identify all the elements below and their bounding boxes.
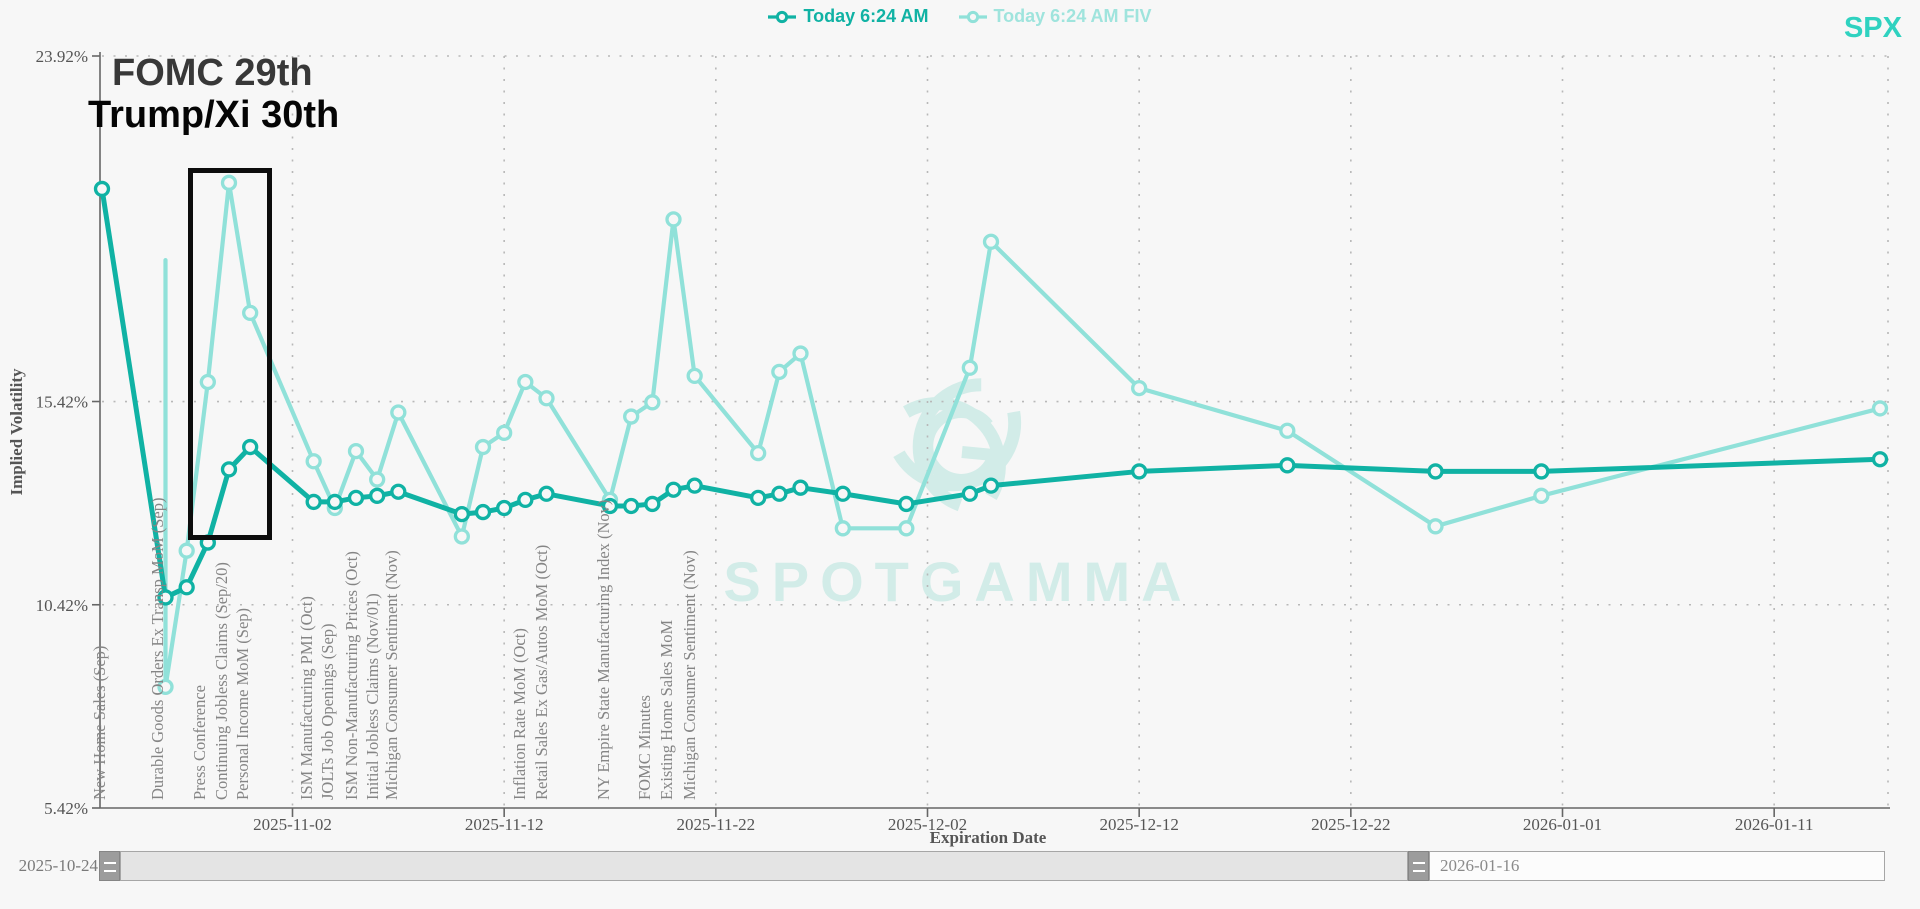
- svg-text:Existing Home Sales MoM: Existing Home Sales MoM: [657, 620, 676, 800]
- svg-text:Press Conference: Press Conference: [190, 685, 209, 800]
- date-range-slider: 2025-10-24 2026-01-16: [0, 851, 1920, 881]
- svg-text:2025-11-02: 2025-11-02: [253, 815, 332, 834]
- chart-legend: Today 6:24 AM Today 6:24 AM FIV: [0, 6, 1920, 27]
- spotgamma-watermark: SPOTGAMMA: [723, 378, 1192, 613]
- svg-text:10.42%: 10.42%: [36, 596, 88, 615]
- annotation-line1: FOMC 29th: [112, 52, 313, 94]
- legend-item-today[interactable]: Today 6:24 AM: [768, 6, 929, 27]
- svg-text:Durable Goods Orders Ex Transp: Durable Goods Orders Ex Transp MoM (Sep): [148, 498, 167, 800]
- event-labels: New Home Sales (Sep) Durable Goods Orders…: [90, 498, 699, 800]
- axes: 23.92% 15.42% 10.42% 5.42% 2025-11-02 2025-11…: [36, 47, 1890, 834]
- legend-line-marker-icon: [768, 10, 797, 23]
- svg-text:23.92%: 23.92%: [36, 47, 88, 66]
- svg-text:2025-11-12: 2025-11-12: [465, 815, 544, 834]
- annotation-line2: Trump/Xi 30th: [88, 94, 340, 136]
- slider-left-handle[interactable]: [99, 851, 120, 881]
- svg-text:Continuing Jobless Claims (Sep: Continuing Jobless Claims (Sep/20): [212, 562, 231, 800]
- slider-right-handle[interactable]: [1408, 851, 1429, 881]
- axis-titles: Expiration Date Implied Volatility: [7, 368, 1047, 847]
- svg-text:Implied Volatility: Implied Volatility: [7, 368, 26, 496]
- slider-start-date-label: 2025-10-24: [18, 856, 98, 875]
- slider-selected-range[interactable]: [120, 851, 1408, 881]
- svg-text:Inflation Rate MoM (Oct): Inflation Rate MoM (Oct): [510, 628, 529, 800]
- svg-text:SPOTGAMMA: SPOTGAMMA: [723, 550, 1192, 613]
- legend-label-today-fiv: Today 6:24 AM FIV: [993, 6, 1152, 26]
- annotation-text: FOMC 29th Trump/Xi 30th: [88, 52, 339, 136]
- svg-text:Michigan Consumer Sentiment (N: Michigan Consumer Sentiment (Nov): [680, 550, 699, 800]
- svg-text:ISM Non-Manufacturing Prices (: ISM Non-Manufacturing Prices (Oct): [342, 551, 361, 800]
- svg-text:5.42%: 5.42%: [44, 799, 88, 818]
- svg-text:2025-12-12: 2025-12-12: [1100, 815, 1179, 834]
- svg-text:2026-01-11: 2026-01-11: [1735, 815, 1814, 834]
- svg-text:NY Empire State Manufacturing: NY Empire State Manufacturing Index (Nov…: [594, 500, 613, 800]
- svg-text:ISM Manufacturing PMI (Oct): ISM Manufacturing PMI (Oct): [297, 596, 316, 800]
- slider-unselected-range[interactable]: 2026-01-16: [1429, 851, 1885, 881]
- slider-grip-icon: [1412, 862, 1425, 872]
- svg-text:2026-01-01: 2026-01-01: [1523, 815, 1602, 834]
- implied-volatility-chart[interactable]: SPOTGAMMA 23.92% 15.42% 10.42% 5.42% 2025-11…: [0, 0, 1920, 850]
- annotation-highlight-box: [188, 168, 272, 540]
- svg-text:15.42%: 15.42%: [36, 393, 88, 412]
- legend-label-today: Today 6:24 AM: [803, 6, 929, 26]
- svg-text:2025-12-22: 2025-12-22: [1311, 815, 1390, 834]
- legend-line-marker-icon: [958, 10, 987, 23]
- svg-text:Michigan Consumer Sentiment (N: Michigan Consumer Sentiment (Nov): [382, 550, 401, 800]
- svg-text:Retail Sales Ex Gas/Autos MoM: Retail Sales Ex Gas/Autos MoM (Oct): [532, 545, 551, 800]
- svg-text:2025-12-02: 2025-12-02: [888, 815, 967, 834]
- svg-text:Expiration Date: Expiration Date: [930, 828, 1047, 847]
- svg-text:2025-11-22: 2025-11-22: [676, 815, 755, 834]
- svg-text:FOMC Minutes: FOMC Minutes: [635, 695, 654, 800]
- slider-grip-icon: [103, 862, 116, 872]
- ticker-symbol: SPX: [1843, 12, 1902, 44]
- svg-text:Initial Jobless Claims (Nov/01: Initial Jobless Claims (Nov/01): [363, 593, 382, 800]
- svg-text:JOLTs Job Openings (Sep): JOLTs Job Openings (Sep): [318, 623, 337, 800]
- svg-text:New Home Sales (Sep): New Home Sales (Sep): [90, 646, 109, 800]
- legend-item-today-fiv[interactable]: Today 6:24 AM FIV: [958, 6, 1152, 27]
- svg-text:Personal Income MoM (Sep): Personal Income MoM (Sep): [233, 608, 252, 800]
